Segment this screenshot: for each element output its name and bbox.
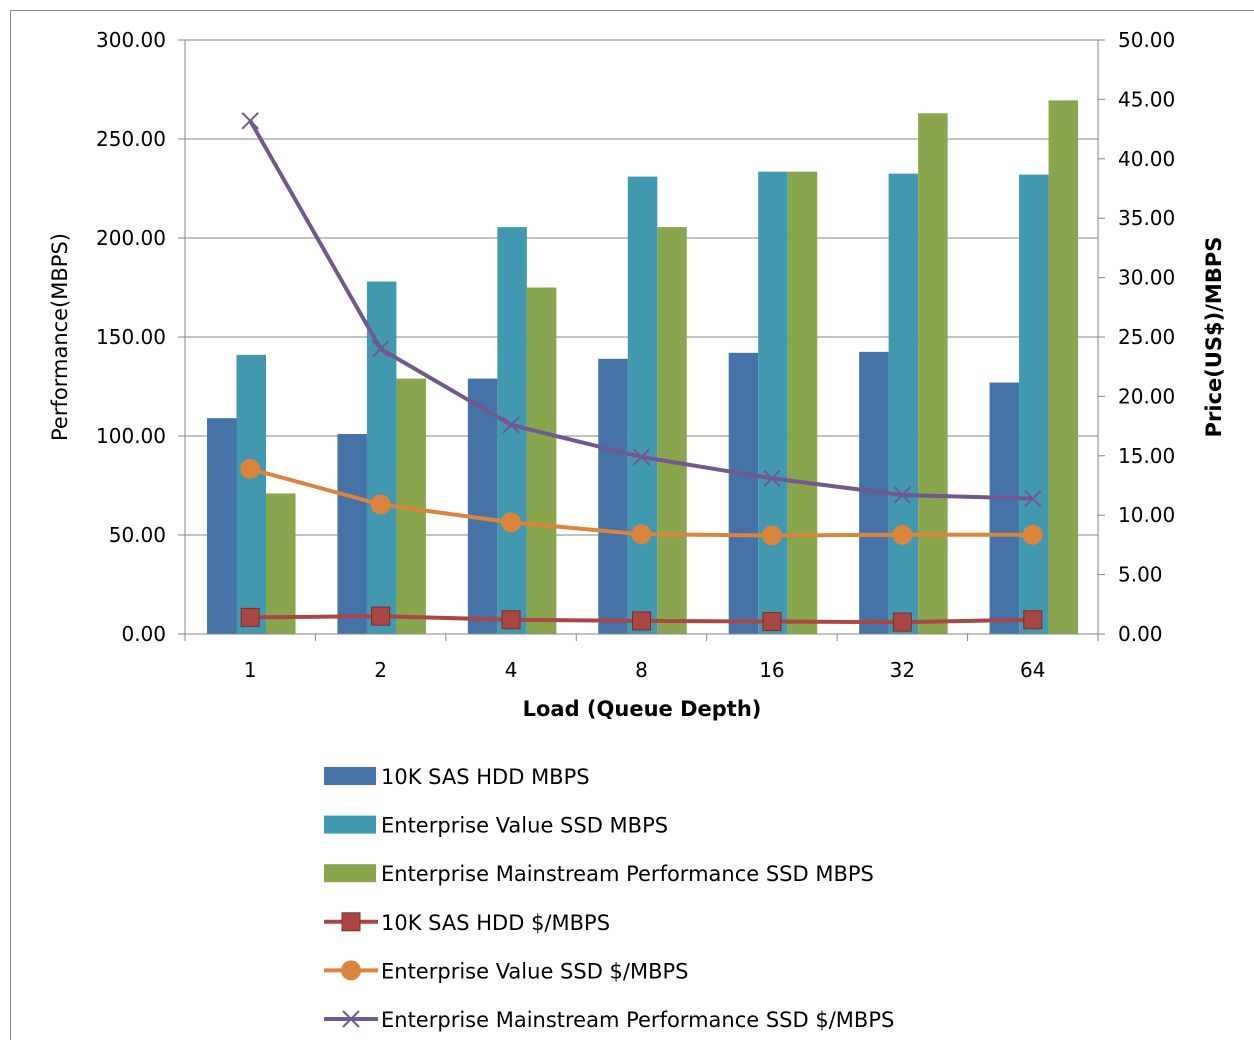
y2-tick-label: 10.00 <box>1118 503 1175 527</box>
bar <box>728 352 759 634</box>
legend: 10K SAS HDD MBPS Enterprise Value SSD MBP… <box>324 765 894 1032</box>
legend-label: 10K SAS HDD $/MBPS <box>381 911 610 935</box>
data-point <box>632 448 651 466</box>
x-tick-label: 64 <box>1020 658 1045 682</box>
data-point <box>1022 524 1043 545</box>
data-point <box>501 610 521 630</box>
legend-label: Enterprise Value SSD MBPS <box>381 814 668 838</box>
data-point <box>892 524 913 545</box>
x-tick-label: 4 <box>505 658 518 682</box>
y-tick-label: 150.00 <box>96 325 166 349</box>
y2-tick-label: 15.00 <box>1118 444 1175 468</box>
legend-label: Enterprise Mainstream Performance SSD $/… <box>381 1008 894 1032</box>
bar <box>467 378 498 634</box>
x-tick-label: 2 <box>374 658 387 682</box>
y-tick-label: 300.00 <box>96 28 166 52</box>
data-point <box>1024 489 1042 508</box>
data-point <box>370 494 391 515</box>
y2-tick-label: 40.00 <box>1118 147 1175 171</box>
bar <box>207 418 237 634</box>
y2-tick-label: 0.00 <box>1118 622 1163 646</box>
y2-axis-title: Price(US$)/MBPS <box>1202 237 1226 438</box>
data-point <box>342 1010 360 1028</box>
x-axis-title: Load (Queue Depth) <box>523 697 762 721</box>
data-point <box>762 612 782 632</box>
data-point <box>371 340 390 358</box>
bar <box>758 171 788 635</box>
data-point <box>631 524 652 545</box>
data-point <box>892 612 912 632</box>
y2-tick-label: 30.00 <box>1118 266 1175 290</box>
legend-label: Enterprise Value SSD $/MBPS <box>381 959 689 983</box>
data-point <box>501 512 522 533</box>
data-point <box>761 525 782 546</box>
bar <box>1019 174 1049 634</box>
data-point <box>240 458 261 479</box>
chart-frame <box>10 10 1254 1040</box>
data-point <box>632 611 651 631</box>
bar <box>337 434 367 634</box>
data-point <box>371 606 391 626</box>
data-point <box>341 912 361 932</box>
legend-swatch <box>324 864 376 883</box>
bar <box>266 493 296 634</box>
legend-label: Enterprise Mainstream Performance SSD MB… <box>381 862 874 886</box>
tick-labels: 0.0050.00100.00150.00200.00250.00300.000… <box>96 28 1175 682</box>
x-tick-label: 16 <box>759 658 784 682</box>
bar <box>989 382 1020 634</box>
bar <box>627 176 658 634</box>
bar <box>366 281 397 634</box>
bar <box>526 287 557 634</box>
y-tick-label: 0.00 <box>121 622 166 646</box>
bar <box>888 173 919 634</box>
y-tick-label: 250.00 <box>96 127 166 151</box>
x-tick-label: 32 <box>890 658 915 682</box>
y-tick-label: 100.00 <box>96 424 166 448</box>
bar <box>787 171 818 635</box>
y2-tick-label: 25.00 <box>1118 325 1175 349</box>
y2-tick-label: 50.00 <box>1118 28 1175 52</box>
y-tick-label: 50.00 <box>109 523 166 547</box>
legend-swatch <box>324 815 376 834</box>
bar <box>1048 100 1079 634</box>
legend-swatch <box>324 767 376 785</box>
y2-tick-label: 20.00 <box>1118 384 1175 408</box>
lines <box>240 112 1043 632</box>
data-point <box>502 416 520 434</box>
y2-tick-label: 45.00 <box>1118 87 1175 111</box>
bars <box>207 100 1079 635</box>
bar <box>497 227 527 635</box>
bar <box>918 113 948 634</box>
data-point <box>893 486 912 504</box>
y2-tick-label: 35.00 <box>1118 206 1175 230</box>
x-tick-label: 1 <box>244 658 257 682</box>
data-point <box>1023 610 1043 630</box>
x-tick-label: 8 <box>635 658 648 682</box>
data-point <box>763 469 781 488</box>
data-point <box>341 960 361 981</box>
bar <box>598 358 628 634</box>
bar <box>657 227 687 635</box>
axes <box>178 39 1105 641</box>
bar <box>236 354 266 634</box>
y-tick-label: 200.00 <box>96 226 166 250</box>
data-point <box>241 112 259 130</box>
y2-tick-label: 5.00 <box>1118 563 1163 587</box>
data-point <box>240 607 260 627</box>
y-axis-title: Performance(MBPS) <box>48 233 72 441</box>
legend-label: 10K SAS HDD MBPS <box>381 765 590 789</box>
